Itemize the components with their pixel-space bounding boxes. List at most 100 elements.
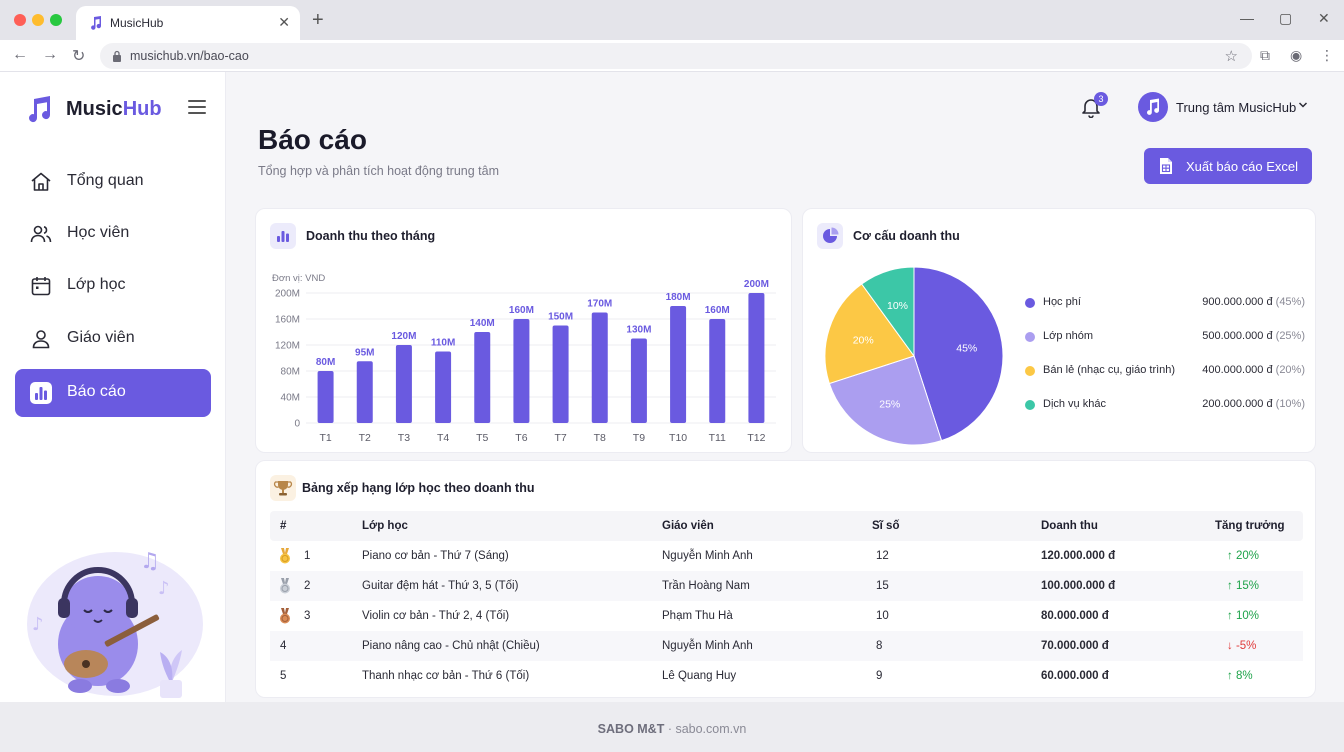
legend-amount-value: 900.000.000 đ <box>1202 296 1276 308</box>
y-tick-label: 200M <box>275 289 300 300</box>
new-tab-button[interactable]: + <box>312 9 324 31</box>
extensions-icon[interactable]: ⧉ <box>1260 47 1270 63</box>
logo-text: MusicHub <box>66 98 162 121</box>
legend-label: Học phí <box>1043 296 1081 308</box>
row-size: 12 <box>876 550 889 562</box>
revenue-structure-card: Cơ cấu doanh thu 45% 25% 20% 10% Học phí 900… <box>802 208 1316 453</box>
bar-data-label: 200M <box>744 279 769 290</box>
logo-music-icon <box>29 96 51 123</box>
footer-separator: · <box>664 722 676 736</box>
col-header-rank: # <box>280 520 287 532</box>
legend-label: Bán lẻ (nhạc cụ, giáo trình) <box>1043 364 1176 376</box>
footer-text: SABO M&T · sabo.com.vn <box>598 722 747 736</box>
window-close-button[interactable] <box>14 14 26 26</box>
table-row[interactable]: 1 Piano cơ bản - Thứ 7 (Sáng) Nguyễn Min… <box>270 541 1303 571</box>
profile-icon[interactable]: ◉ <box>1290 47 1303 63</box>
address-bar: ← → ↻ musichub.vn/bao-cao ☆ ⧉ ◉ ⋮ <box>0 40 1344 72</box>
sidebar-item-label: Báo cáo <box>67 383 126 400</box>
bookmark-star-icon[interactable]: ☆ <box>1224 48 1238 65</box>
browser-tab[interactable]: MusicHub ✕ <box>76 6 300 40</box>
trophy-icon <box>270 475 296 501</box>
pie-slice-label: 45% <box>956 343 977 355</box>
row-size: 8 <box>876 640 883 652</box>
sidebar-item-reports[interactable]: Báo cáo <box>15 369 211 417</box>
maximize-icon[interactable]: ▢ <box>1279 10 1293 26</box>
window-zoom-button[interactable] <box>50 14 62 26</box>
notification-bell-icon[interactable] <box>1080 96 1102 118</box>
sidebar-item-label: Tổng quan <box>67 172 144 189</box>
page-subtitle: Tổng hợp và phân tích hoạt động trung tâ… <box>258 164 499 178</box>
row-revenue: 100.000.000 đ <box>1041 580 1116 592</box>
sidebar-item-overview[interactable]: Tổng quan <box>15 158 211 206</box>
chevron-down-icon[interactable] <box>1298 100 1308 110</box>
bar <box>356 361 373 423</box>
silver-medal-icon <box>280 578 290 594</box>
sidebar-item-classes[interactable]: Lớp học <box>15 262 211 310</box>
x-tick-label: T9 <box>633 432 645 444</box>
table-row[interactable]: 3 Violin cơ bản - Thứ 2, 4 (Tối) Phạm Th… <box>270 601 1303 631</box>
revenue-bar-chart: Đơn vị: VND 0 40M 80M 120M 160M 200M 80M T1 95M T2… <box>272 273 776 444</box>
minimize-icon[interactable]: — <box>1240 10 1254 26</box>
hamburger-menu-icon[interactable] <box>188 100 206 114</box>
row-revenue: 80.000.000 đ <box>1041 610 1109 622</box>
legend-percent: (10%) <box>1275 398 1305 410</box>
logo-prefix: Music <box>66 98 123 120</box>
x-tick-label: T2 <box>359 432 371 444</box>
back-arrow-icon[interactable]: ← <box>12 46 28 63</box>
row-rank: 2 <box>304 580 311 592</box>
x-tick-label: T3 <box>398 432 410 444</box>
user-avatar[interactable] <box>1138 92 1168 122</box>
row-teacher: Lê Quang Huy <box>662 670 737 682</box>
legend-dot <box>1025 298 1035 308</box>
col-header-size: Sĩ số <box>872 520 900 532</box>
row-rank: 1 <box>304 550 311 562</box>
table-row[interactable]: 5 Thanh nhạc cơ bản - Thứ 6 (Tối) Lê Qua… <box>270 661 1303 691</box>
bar <box>317 371 334 423</box>
row-rank: 4 <box>280 640 287 652</box>
chart-unit-label: Đơn vị: VND <box>272 273 325 284</box>
user-name[interactable]: Trung tâm MusicHub <box>1176 100 1297 115</box>
row-growth: ↑ 20% <box>1227 550 1259 562</box>
legend-dot <box>1025 332 1035 342</box>
bar-chart-icon <box>270 223 296 249</box>
bar-data-label: 110M <box>431 338 455 349</box>
close-icon[interactable]: ✕ <box>1318 10 1330 26</box>
window-minimize-button[interactable] <box>32 14 44 26</box>
reload-icon[interactable]: ↻ <box>72 48 86 65</box>
sidebar-item-teachers[interactable]: Giáo viên <box>15 315 211 363</box>
bar-data-label: 170M <box>587 299 612 310</box>
row-growth: ↑ 15% <box>1227 580 1259 592</box>
svg-text:♫: ♫ <box>140 549 160 574</box>
footer-brand: SABO M&T <box>597 722 665 736</box>
home-icon <box>31 172 51 191</box>
row-teacher: Nguyễn Minh Anh <box>662 550 753 562</box>
revenue-chart-card: Doanh thu theo tháng Đơn vị: VND 0 40M 80M 1… <box>255 208 792 453</box>
users-icon <box>30 225 52 243</box>
export-excel-button[interactable]: Xuất báo cáo Excel <box>1144 148 1312 184</box>
legend-item: Học phí 900.000.000 đ (45%) <box>1025 293 1305 327</box>
table-row[interactable]: 4 Piano nâng cao - Chủ nhật (Chiều) Nguy… <box>270 631 1303 661</box>
bar-data-label: 140M <box>470 318 495 329</box>
row-rank: 3 <box>304 610 311 622</box>
pie-slice <box>828 355 943 446</box>
legend-percent: (45%) <box>1275 296 1305 308</box>
legend-item: Dịch vụ khác 200.000.000 đ (10%) <box>1025 395 1305 429</box>
row-size: 9 <box>876 670 883 682</box>
browser-menu-icon[interactable]: ⋮ <box>1320 47 1334 63</box>
legend-percent: (25%) <box>1275 330 1305 342</box>
col-header-class: Lớp học <box>362 520 408 532</box>
row-class: Piano nâng cao - Chủ nhật (Chiều) <box>362 640 540 652</box>
x-tick-label: T6 <box>515 432 527 444</box>
page-title: Báo cáo <box>258 124 367 155</box>
forward-arrow-icon[interactable]: → <box>42 46 58 63</box>
footer-site[interactable]: sabo.com.vn <box>675 722 747 736</box>
y-tick-label: 120M <box>275 341 300 352</box>
sidebar-item-students[interactable]: Học viên <box>15 210 211 258</box>
bar-data-label: 130M <box>626 325 651 336</box>
url-field[interactable]: musichub.vn/bao-cao ☆ <box>100 43 1252 69</box>
row-revenue: 60.000.000 đ <box>1041 670 1109 682</box>
x-tick-label: T5 <box>476 432 488 444</box>
table-row[interactable]: 2 Guitar đệm hát - Thứ 3, 5 (Tối) Trần H… <box>270 571 1303 601</box>
tab-close-icon[interactable]: ✕ <box>278 14 290 30</box>
bar-data-label: 80M <box>316 357 335 368</box>
